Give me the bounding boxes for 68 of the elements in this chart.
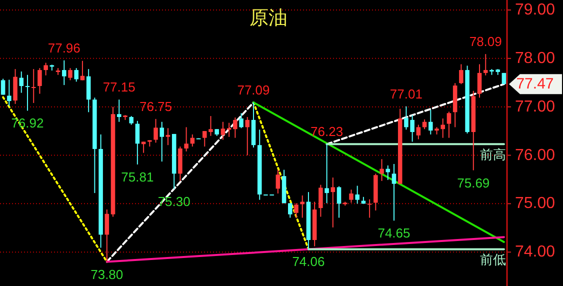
- candlestick: [239, 112, 244, 129]
- y-tick-label: 79.00: [514, 2, 556, 18]
- chart-title: 原油: [250, 8, 288, 29]
- candlestick: [459, 64, 464, 85]
- candlestick: [288, 202, 292, 218]
- candlestick: [349, 189, 354, 204]
- candlestick: [380, 158, 384, 182]
- candlestick: [416, 124, 421, 140]
- annotation: 73.80: [90, 266, 124, 282]
- y-tick-label: 77.47: [516, 76, 554, 93]
- candlestick: [31, 68, 36, 104]
- candlestick: [25, 74, 30, 112]
- candlestick: [318, 184, 323, 218]
- candlestick: [74, 68, 78, 82]
- candlestick: [233, 116, 238, 138]
- annotation: 77.96: [48, 40, 80, 56]
- candlestick: [483, 54, 488, 76]
- candlestick: [477, 64, 482, 98]
- y-tick-label: 76.00: [514, 146, 556, 164]
- annotation: 76.92: [11, 116, 44, 131]
- y-tick-label: 74.00: [514, 244, 556, 261]
- series-label: 前高: [480, 147, 506, 162]
- annotation: 74.65: [378, 226, 410, 241]
- candlestick: [324, 144, 329, 204]
- candlestick: [160, 121, 164, 162]
- annotation: 76.23: [310, 124, 344, 140]
- candlestick: [428, 109, 433, 135]
- candlestick: [245, 116, 250, 156]
- candlestick: [154, 118, 158, 144]
- candlestick: [62, 60, 66, 86]
- candlestick: [44, 62, 48, 76]
- annotation: 75.69: [457, 175, 490, 190]
- candlestick: [116, 99, 122, 122]
- candlestick: [226, 122, 232, 138]
- candlestick: [86, 68, 91, 113]
- candlestick: [355, 185, 360, 204]
- y-tick-label: 78.00: [514, 50, 556, 67]
- candlestick: [300, 194, 305, 218]
- series-label: 前低: [480, 252, 506, 268]
- candlestick: [336, 186, 342, 218]
- y-tick-label: 75.00: [514, 195, 556, 212]
- candlestick: [386, 164, 390, 180]
- candlestick: [294, 202, 298, 218]
- candlestick: [13, 68, 18, 104]
- candlestick: [68, 68, 72, 81]
- annotation: 77.15: [102, 80, 136, 95]
- candlestick: [19, 70, 24, 94]
- candlestick: [7, 79, 12, 106]
- annotation: 75.81: [121, 169, 154, 184]
- candlestick: [367, 198, 372, 218]
- y-tick-label: 77.00: [514, 98, 556, 116]
- annotation: 76.75: [139, 98, 172, 114]
- candlestick: [0, 78, 6, 96]
- candlestick: [276, 169, 280, 194]
- annotation: 74.06: [292, 254, 325, 270]
- candlestick: [104, 208, 110, 262]
- candlestick: [184, 126, 188, 152]
- candlestick: [330, 177, 336, 228]
- candlestick: [135, 120, 140, 165]
- annotation: 77.09: [237, 82, 270, 98]
- candlestick: [220, 121, 226, 140]
- annotation: 78.09: [469, 34, 502, 50]
- candlestick: [446, 111, 452, 138]
- candlestick: [392, 163, 396, 222]
- candlestick: [141, 141, 146, 154]
- candlestick: [38, 68, 42, 94]
- candlestick: [166, 128, 170, 146]
- annotation: 77.01: [390, 86, 422, 102]
